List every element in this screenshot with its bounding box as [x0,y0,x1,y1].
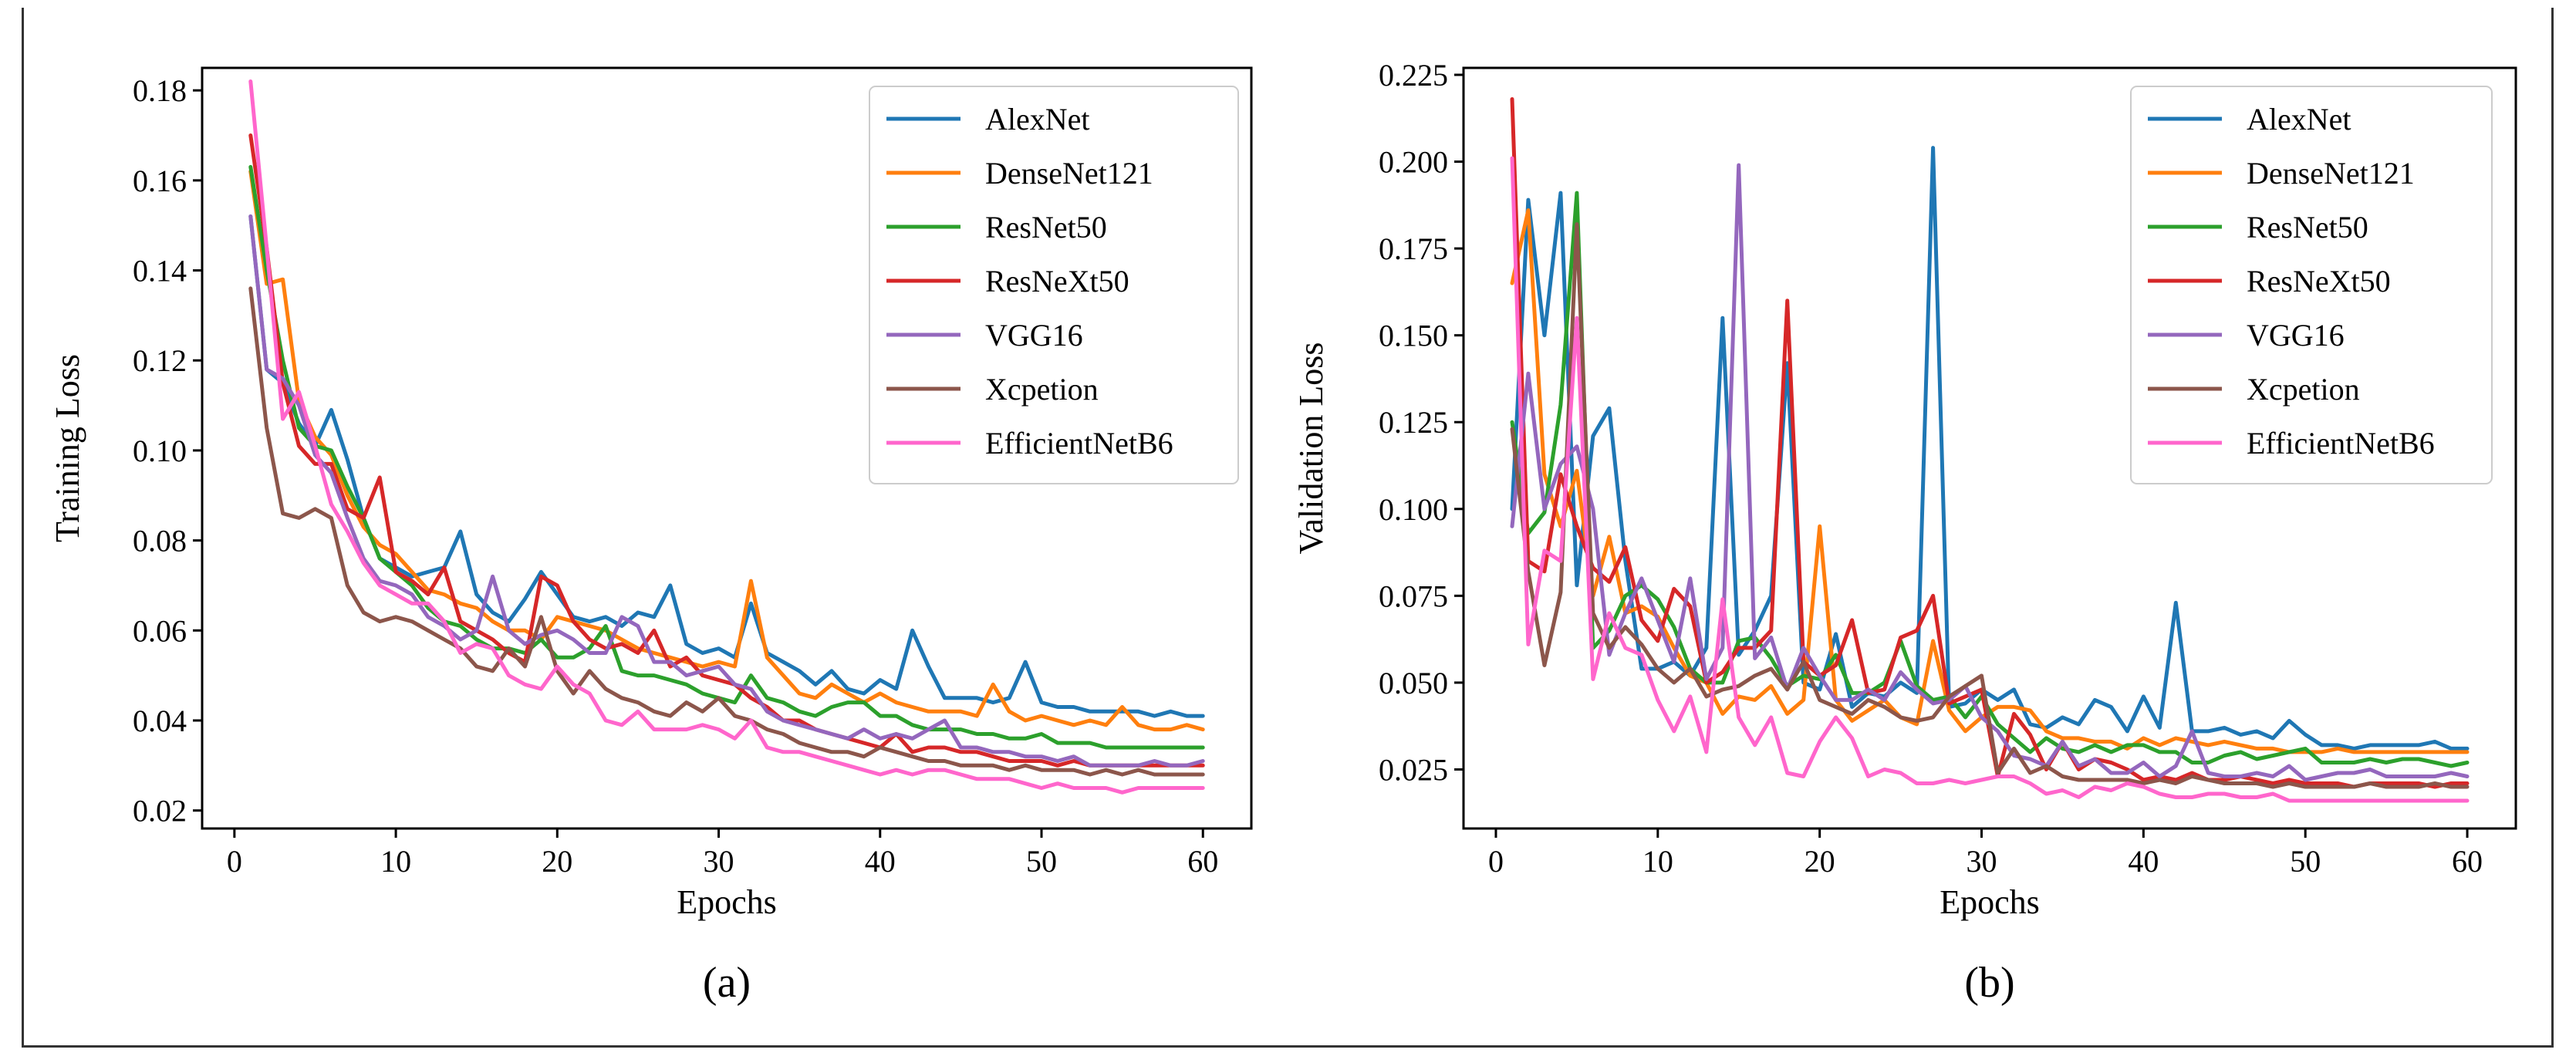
legend-box [869,86,1239,484]
series-group [1510,97,2470,803]
series-line-vgg16 [248,214,1205,768]
y-tick-label: 0.050 [1379,666,1448,700]
legend-label-densenet121: DenseNet121 [985,156,1153,191]
x-tick-label: 40 [2128,844,2159,879]
legend-label-densenet121: DenseNet121 [2247,156,2415,191]
legend-label-vgg16: VGG16 [985,318,1083,353]
x-tick-label: 0 [1488,844,1504,879]
x-tick-label: 20 [542,844,572,879]
plot-area-frame [1462,66,2517,830]
legend-label-resnet50: ResNet50 [2247,210,2368,245]
series-line-xcpetion [248,286,1205,777]
series-line-efficientnetb6 [1510,156,2470,803]
y-tick-label: 0.075 [1379,579,1448,613]
x-tick-label: 60 [2452,844,2483,879]
y-tick-label: 0.16 [133,164,187,198]
y-tick-label: 0.025 [1379,752,1448,787]
legend-label-xcpetion: Xcpetion [985,372,1099,407]
legend-label-vgg16: VGG16 [2247,318,2345,353]
series-line-alexnet [248,214,1205,718]
legend-label-alexnet: AlexNet [985,102,1090,137]
y-tick-label: 0.06 [133,613,187,648]
series-line-alexnet [1510,146,2470,751]
y-tick-label: 0.02 [133,794,187,828]
y-tick-label: 0.18 [133,73,187,108]
legend-box [2130,86,2493,484]
y-tick-label: 0.10 [133,434,187,468]
legend-label-efficientnetb6: EfficientNetB6 [2247,426,2435,461]
series-line-densenet121 [248,169,1205,732]
legend: AlexNet DenseNet121 ResNet50 ResNeXt50 VGG16… [869,86,1239,484]
legend-label-resnext50: ResNeXt50 [985,264,1129,299]
legend-label-resnet50: ResNet50 [985,210,1107,245]
x-tick-label: 50 [2290,844,2321,879]
panel-caption: (b) [1964,959,2014,1007]
y-tick-label: 0.14 [133,254,187,289]
y-tick-label: 0.225 [1379,58,1448,93]
series-line-resnet50 [1510,191,2470,768]
x-tick-label: 0 [227,844,242,879]
y-tick-label: 0.150 [1379,319,1448,353]
legend-label-alexnet: AlexNet [2247,102,2351,137]
x-axis-label: Epochs [677,883,777,921]
x-tick-label: 50 [1026,844,1057,879]
x-axis-label: Epochs [1940,883,2040,921]
y-tick-label: 0.125 [1379,405,1448,440]
y-axis-label: Training Loss [49,354,86,542]
y-tick-label: 0.100 [1379,492,1448,527]
x-tick-label: 40 [865,844,896,879]
y-axis-label: Validation Loss [1292,343,1330,555]
figure-frame [22,8,2554,1048]
y-tick-label: 0.200 [1379,145,1448,180]
plot-area-frame [201,66,1253,830]
series-group [248,79,1205,795]
y-tick-label: 0.08 [133,524,187,558]
chart-panel-a: 0 10 20 30 40 50 60 0.02 0.04 0.06 0.08 0.10 0.12 0.1… [49,66,1253,1007]
y-tick-label: 0.04 [133,704,187,738]
series-line-resnet50 [248,164,1205,750]
y-tick-label: 0.12 [133,343,187,378]
x-tick-label: 30 [704,844,734,879]
x-tick-label: 10 [380,844,411,879]
series-line-efficientnetb6 [248,79,1205,795]
panel-caption: (a) [703,959,751,1007]
legend-label-resnext50: ResNeXt50 [2247,264,2391,299]
x-tick-label: 10 [1642,844,1673,879]
x-tick-label: 60 [1187,844,1218,879]
chart-panel-b: 0 10 20 30 40 50 60 0.025 0.050 0.075 0.100 0.125 0.… [1292,58,2517,1007]
y-tick-label: 0.175 [1379,231,1448,266]
legend-label-xcpetion: Xcpetion [2247,372,2360,407]
x-tick-label: 20 [1805,844,1835,879]
x-tick-label: 30 [1967,844,1997,879]
legend-label-efficientnetb6: EfficientNetB6 [985,426,1173,461]
legend: AlexNet DenseNet121 ResNet50 ResNeXt50 VGG16… [2130,86,2493,484]
series-line-resnext50 [248,133,1205,768]
series-line-xcpetion [1510,222,2470,789]
